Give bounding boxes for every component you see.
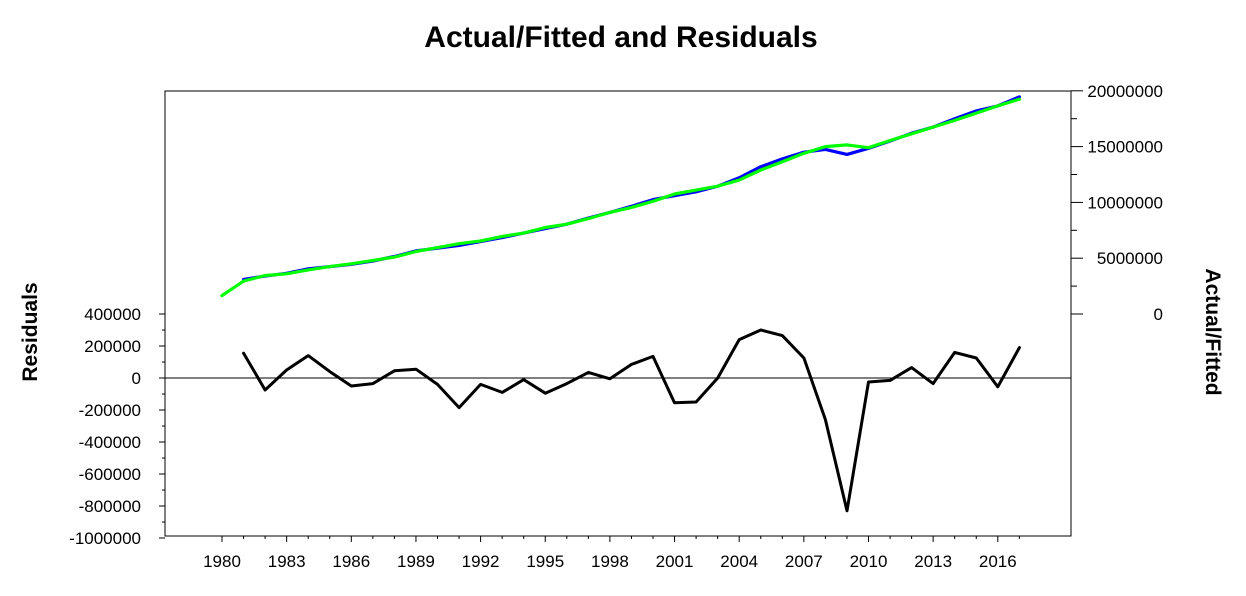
x-axis-ticks: 1980 1983 1986 1989 1992 1995 1998 2001 2004 2007… — [203, 536, 1020, 571]
right-tick-label: 10000000 — [1087, 193, 1163, 212]
x-tick-label: 2013 — [914, 552, 952, 571]
x-tick-label: 2016 — [979, 552, 1017, 571]
x-tick-label: 2007 — [785, 552, 823, 571]
right-tick-label: 15000000 — [1087, 138, 1163, 157]
x-tick-label: 1992 — [462, 552, 500, 571]
left-tick-label: -600000 — [79, 465, 141, 484]
right-axis-label: Actual/Fitted — [1201, 268, 1224, 395]
left-tick-label: -1000000 — [69, 529, 141, 548]
x-tick-label: 1998 — [591, 552, 629, 571]
right-tick-label: 5000000 — [1097, 249, 1163, 268]
fitted-series-line — [220, 97, 1022, 298]
left-tick-label: 0 — [132, 369, 141, 388]
left-tick-label: 400000 — [84, 305, 141, 324]
actual-series-line — [242, 95, 1022, 281]
x-tick-label: 1995 — [526, 552, 564, 571]
plot-frame — [164, 90, 1072, 537]
residual-series-line — [242, 328, 1021, 513]
x-tick-label: 1980 — [203, 552, 241, 571]
right-tick-label: 20000000 — [1087, 82, 1163, 101]
x-tick-label: 1983 — [268, 552, 306, 571]
series-layer — [165, 95, 1071, 513]
left-axis-label: Residuals — [19, 282, 42, 381]
x-tick-label: 2010 — [850, 552, 888, 571]
x-tick-label: 1989 — [397, 552, 435, 571]
left-axis-ticks: 400000 200000 0 -200000 -400000 -600000 -80000… — [69, 305, 165, 548]
left-tick-label: -800000 — [79, 497, 141, 516]
left-tick-label: 200000 — [84, 337, 141, 356]
left-tick-label: -400000 — [79, 433, 141, 452]
x-tick-label: 2004 — [720, 552, 758, 571]
right-axis-ticks: 20000000 15000000 10000000 5000000 0 — [1071, 82, 1163, 324]
x-tick-label: 2001 — [656, 552, 694, 571]
right-tick-label: 0 — [1154, 305, 1163, 324]
x-tick-label: 1986 — [332, 552, 370, 571]
left-tick-label: -200000 — [79, 401, 141, 420]
chart-title: Actual/Fitted and Residuals — [424, 21, 817, 54]
